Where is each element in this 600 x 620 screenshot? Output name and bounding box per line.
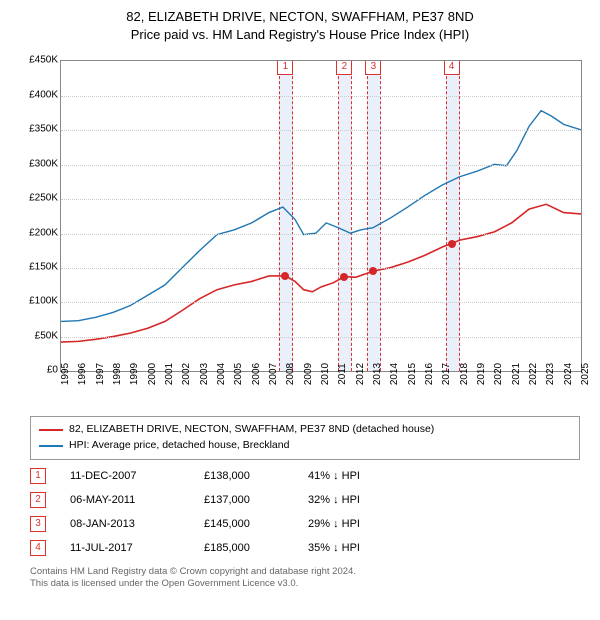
sales-row: 1 11-DEC-2007 £138,000 41% ↓ HPI: [30, 464, 580, 488]
sales-row-diff: 41% ↓ HPI: [308, 470, 398, 482]
sale-marker-number: 4: [444, 60, 460, 75]
legend-label: HPI: Average price, detached house, Brec…: [69, 438, 289, 454]
y-tick-label: £250K: [24, 193, 58, 204]
legend: 82, ELIZABETH DRIVE, NECTON, SWAFFHAM, P…: [30, 416, 580, 460]
sales-row-diff: 29% ↓ HPI: [308, 518, 398, 530]
y-tick-label: £450K: [24, 55, 58, 66]
y-tick-label: £0: [24, 365, 58, 376]
series-lines: [61, 61, 581, 371]
sale-dot: [340, 273, 348, 281]
sales-row-number: 3: [30, 516, 46, 532]
sales-row-date: 08-JAN-2013: [70, 518, 180, 530]
title-line1: 82, ELIZABETH DRIVE, NECTON, SWAFFHAM, P…: [0, 8, 600, 26]
footer-text: Contains HM Land Registry data © Crown c…: [30, 566, 580, 591]
sales-row: 3 08-JAN-2013 £145,000 29% ↓ HPI: [30, 512, 580, 536]
sale-dot: [281, 272, 289, 280]
y-tick-label: £300K: [24, 158, 58, 169]
x-tick-label: 2025: [580, 363, 600, 385]
y-tick-label: £150K: [24, 262, 58, 273]
sales-row-diff: 32% ↓ HPI: [308, 494, 398, 506]
y-tick-label: £200K: [24, 227, 58, 238]
sales-row-date: 06-MAY-2011: [70, 494, 180, 506]
legend-swatch: [39, 445, 63, 447]
legend-swatch: [39, 429, 63, 431]
plot-area: 1 23 4: [60, 60, 582, 372]
gridline: [61, 337, 581, 338]
legend-item: HPI: Average price, detached house, Brec…: [39, 438, 571, 454]
sales-row-date: 11-JUL-2017: [70, 542, 180, 554]
legend-label: 82, ELIZABETH DRIVE, NECTON, SWAFFHAM, P…: [69, 422, 434, 438]
series-line: [61, 205, 581, 343]
title-line2: Price paid vs. HM Land Registry's House …: [0, 26, 600, 44]
sales-row-price: £138,000: [204, 470, 284, 482]
sale-dot: [369, 267, 377, 275]
sale-marker-number: 3: [365, 60, 381, 75]
gridline: [61, 165, 581, 166]
sales-row: 4 11-JUL-2017 £185,000 35% ↓ HPI: [30, 536, 580, 560]
sales-row-date: 11-DEC-2007: [70, 470, 180, 482]
chart-container: 82, ELIZABETH DRIVE, NECTON, SWAFFHAM, P…: [0, 0, 600, 591]
sales-row-diff: 35% ↓ HPI: [308, 542, 398, 554]
sales-row-price: £137,000: [204, 494, 284, 506]
gridline: [61, 302, 581, 303]
sales-row: 2 06-MAY-2011 £137,000 32% ↓ HPI: [30, 488, 580, 512]
chart-area: £0£50K£100K£150K£200K£250K£300K£350K£400…: [30, 50, 590, 410]
gridline: [61, 130, 581, 131]
y-tick-label: £100K: [24, 296, 58, 307]
gridline: [61, 234, 581, 235]
sales-row-price: £185,000: [204, 542, 284, 554]
footer-line2: This data is licensed under the Open Gov…: [30, 578, 580, 590]
y-tick-label: £350K: [24, 124, 58, 135]
sales-row-number: 2: [30, 492, 46, 508]
series-line: [61, 111, 581, 322]
chart-title: 82, ELIZABETH DRIVE, NECTON, SWAFFHAM, P…: [0, 0, 600, 44]
sales-row-number: 1: [30, 468, 46, 484]
y-tick-label: £50K: [24, 330, 58, 341]
gridline: [61, 199, 581, 200]
gridline: [61, 268, 581, 269]
sales-table: 1 11-DEC-2007 £138,000 41% ↓ HPI 2 06-MAY-201…: [30, 464, 580, 560]
footer-line1: Contains HM Land Registry data © Crown c…: [30, 566, 580, 578]
gridline: [61, 96, 581, 97]
y-tick-label: £400K: [24, 89, 58, 100]
sales-row-price: £145,000: [204, 518, 284, 530]
sale-marker-number: 2: [336, 60, 352, 75]
sale-dot: [448, 240, 456, 248]
sale-marker-number: 1: [277, 60, 293, 75]
legend-item: 82, ELIZABETH DRIVE, NECTON, SWAFFHAM, P…: [39, 422, 571, 438]
sales-row-number: 4: [30, 540, 46, 556]
